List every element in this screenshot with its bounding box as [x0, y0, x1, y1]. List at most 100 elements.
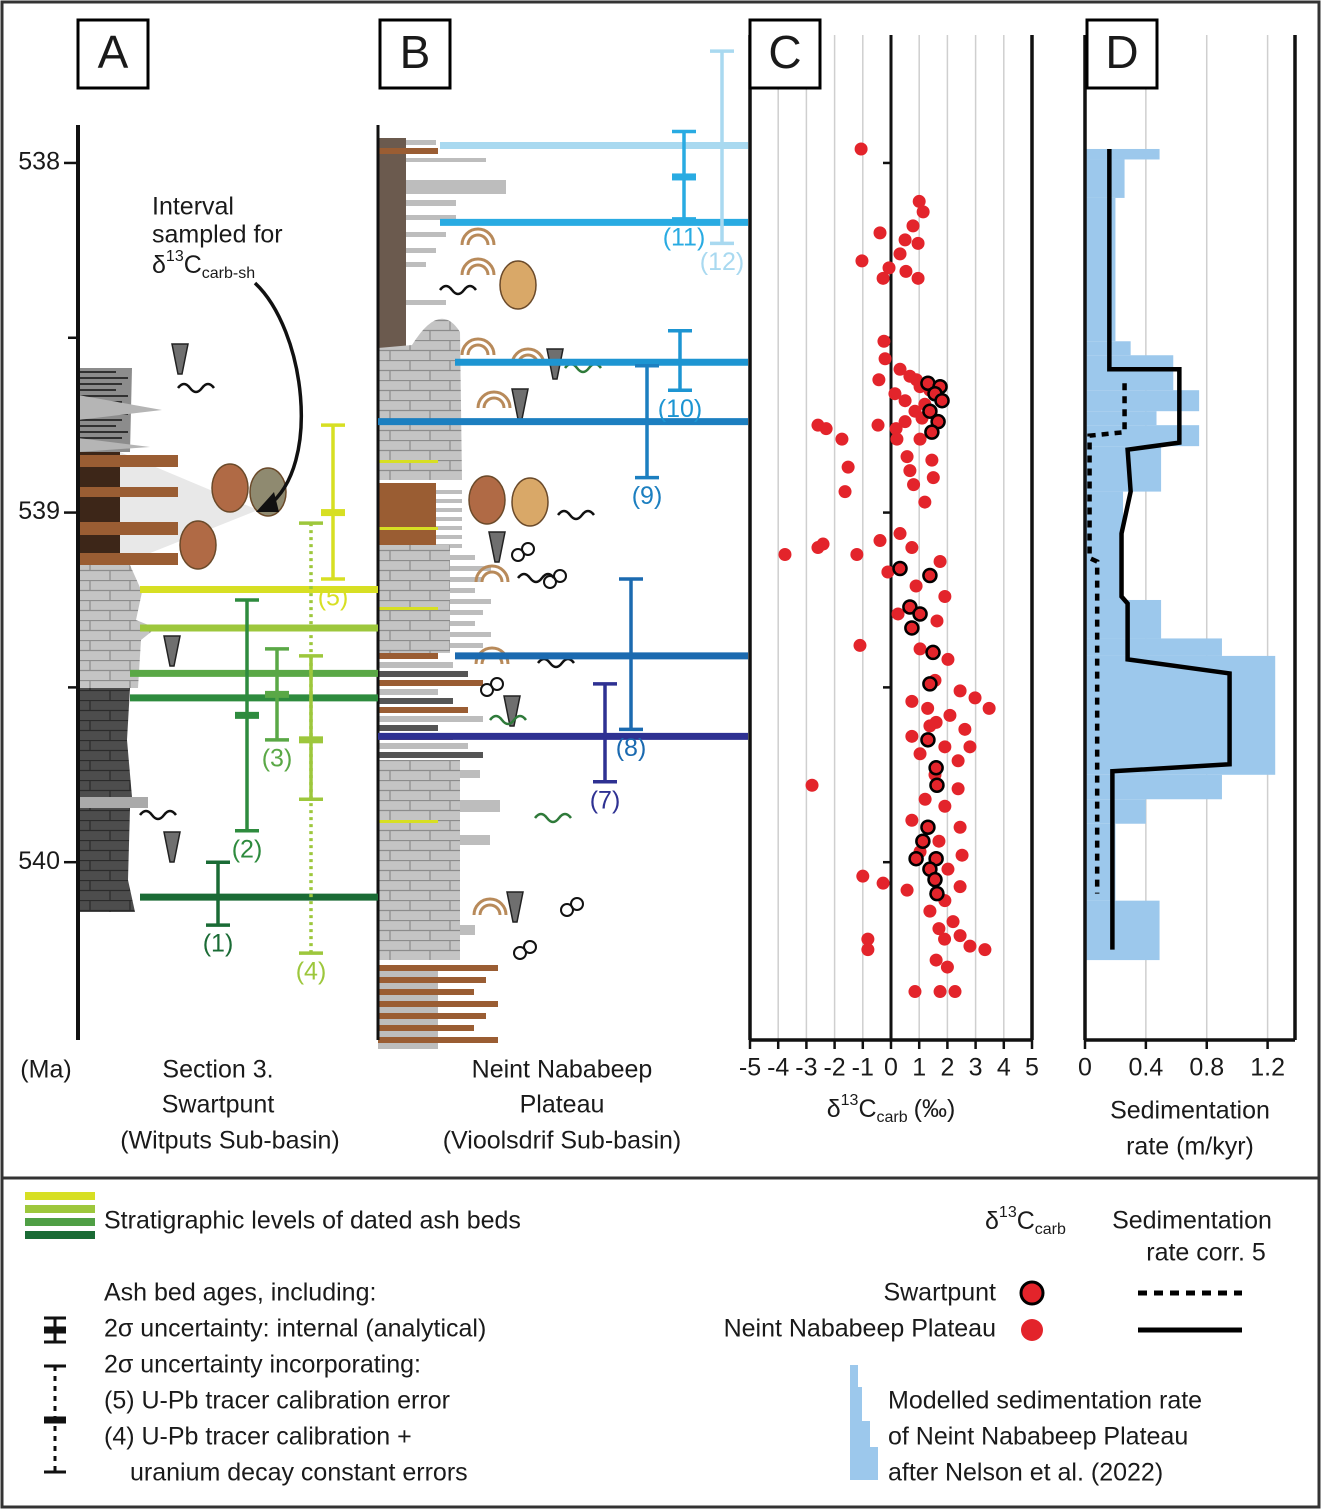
data-point	[922, 403, 938, 419]
legend-label: Modelled sedimentation rate	[888, 1387, 1202, 1415]
fossil-icon	[511, 388, 529, 420]
data-point	[922, 567, 938, 584]
lithology	[378, 1031, 438, 1037]
data-point	[905, 694, 919, 708]
lithology	[406, 248, 436, 253]
section-label: Section 3.	[162, 1056, 273, 1084]
x-tick-label: 2	[940, 1054, 954, 1082]
data-point	[898, 233, 912, 247]
data-point	[963, 740, 977, 754]
header-part: δ	[985, 1207, 999, 1235]
lithology	[378, 671, 468, 677]
legend-swatch	[25, 1231, 95, 1239]
data-point	[918, 495, 932, 509]
ash-bed-label: (4)	[296, 958, 327, 986]
lithology	[406, 232, 446, 237]
legend-swatch	[25, 1205, 95, 1213]
lithology	[436, 508, 462, 512]
data-point	[925, 453, 939, 467]
lithology	[450, 577, 483, 582]
legend-text: 2σ uncertainty incorporating:	[104, 1351, 421, 1379]
lithology	[378, 1043, 438, 1049]
lithology	[78, 797, 148, 808]
thin-ash	[378, 607, 438, 610]
lithology	[78, 395, 162, 420]
charts: -5 -4 -3 -2 -1 0 1 2 3 4 5 0 0.4 0.8 1.2	[739, 35, 1297, 1082]
lithology	[378, 760, 460, 960]
data-point	[898, 415, 912, 429]
data-point	[913, 747, 927, 761]
fossil-icon	[534, 812, 572, 824]
ash-bed-label: (11)	[663, 224, 706, 252]
lithology	[450, 588, 475, 593]
fossil-icon	[480, 683, 494, 697]
age-tick-label: 538	[18, 148, 60, 176]
lithology	[460, 800, 500, 812]
internal-error	[235, 711, 259, 719]
legend-swatch	[25, 1218, 95, 1226]
fossil-icon	[506, 891, 524, 923]
title-part: carb	[877, 1109, 908, 1126]
header-part: 13	[999, 1204, 1017, 1221]
internal-error	[321, 509, 345, 517]
lithology	[460, 835, 490, 845]
thin-ash	[378, 460, 438, 463]
data-point	[982, 701, 996, 715]
data-point	[893, 247, 907, 261]
legend-marker	[1021, 1319, 1043, 1341]
title-part: (‰)	[914, 1095, 956, 1123]
data-point	[881, 565, 895, 579]
data-point	[850, 548, 864, 562]
lithology	[378, 680, 483, 686]
lithology	[78, 565, 156, 688]
data-point	[930, 614, 944, 628]
x-tick-label: 0	[884, 1054, 898, 1082]
data-point	[953, 880, 967, 894]
lithology	[378, 977, 486, 983]
lithology	[436, 535, 462, 539]
lithology	[78, 553, 178, 565]
x-tick-label: -1	[852, 1054, 874, 1082]
lithology	[378, 138, 406, 348]
section-label: Plateau	[520, 1091, 605, 1119]
data-point	[921, 701, 935, 715]
data-point	[889, 422, 903, 436]
data-point	[948, 985, 962, 999]
fossil-icon	[163, 831, 181, 863]
data-point	[958, 722, 972, 736]
data-point	[877, 334, 891, 348]
annotation-part: carb-sh	[202, 265, 255, 282]
fossil-icon	[468, 475, 506, 525]
area-bin	[1085, 799, 1146, 824]
data-point	[963, 939, 977, 953]
lithology	[78, 522, 178, 535]
data-point	[938, 740, 952, 754]
lithology	[378, 965, 498, 971]
data-point	[819, 422, 833, 436]
area-bin	[1085, 425, 1200, 447]
fossil-icon	[211, 463, 249, 513]
fossil-icon	[517, 572, 555, 584]
lithology	[378, 971, 438, 977]
data-point	[934, 392, 950, 409]
lithology	[378, 698, 453, 704]
lithology	[78, 452, 120, 565]
lithology	[78, 808, 135, 912]
fossil-icon	[513, 946, 527, 960]
area-bin	[1085, 446, 1162, 492]
data-point	[951, 754, 965, 768]
annotation-arrow	[253, 281, 303, 508]
data-point	[932, 922, 946, 936]
legend-text: 2σ uncertainty: internal (analytical)	[104, 1315, 486, 1343]
data-point	[929, 777, 945, 794]
lithology	[378, 545, 450, 653]
axis-label: (Ma)	[20, 1056, 71, 1084]
area-bin	[1085, 148, 1160, 160]
legend-header: rate corr. 5	[1146, 1239, 1266, 1267]
lithology	[378, 318, 462, 480]
fossil-icon	[560, 903, 574, 917]
ash-beds: (1) (2) (3) (4) (5) (7) (8) (9) (10) (11)(12)	[130, 49, 748, 986]
lithology	[450, 599, 491, 604]
